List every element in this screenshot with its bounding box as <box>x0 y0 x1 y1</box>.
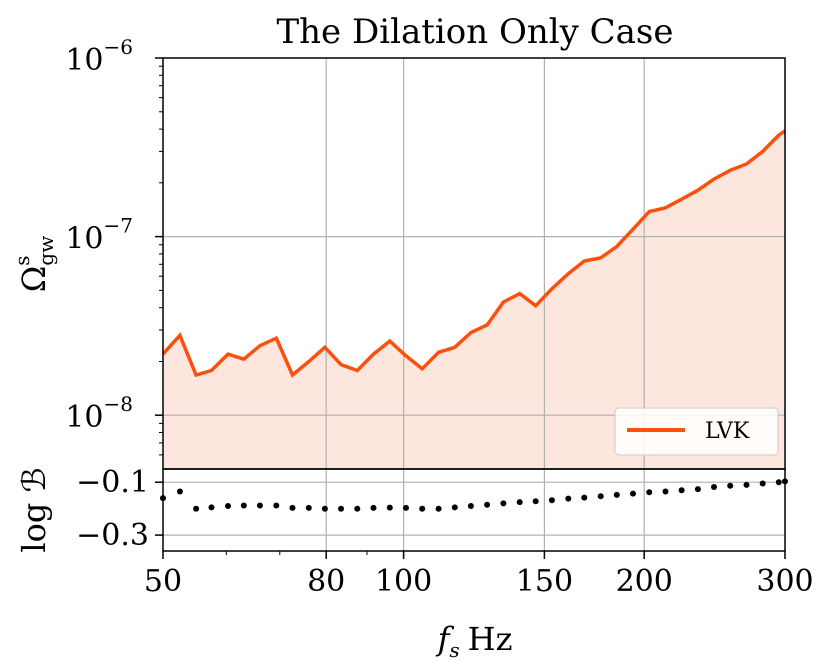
log-bayes-point <box>273 502 280 509</box>
log-bayes-point <box>581 494 588 501</box>
ylabel-base: Ω <box>15 266 53 293</box>
log-bayes-point <box>646 489 653 496</box>
y-tick-base: 10 <box>65 400 103 435</box>
xlabel-unit: Hz <box>468 620 513 658</box>
x-tick-label: 150 <box>516 564 573 599</box>
upper-y-axis-label: Ωgws <box>10 236 58 292</box>
log-bayes-point <box>419 505 426 512</box>
log-bayes-point <box>548 497 555 504</box>
chart-title: The Dilation Only Case <box>276 12 673 52</box>
log-bayes-point <box>532 498 539 505</box>
x-tick-label: 50 <box>144 564 182 599</box>
lower-panel-frame <box>162 468 786 552</box>
log-bayes-point <box>759 480 766 487</box>
log-bayes-point <box>743 481 750 488</box>
log-bayes-point <box>711 484 717 490</box>
log-bayes-point <box>176 488 183 495</box>
log-bayes-point <box>435 505 442 512</box>
x-axis-label: fs Hz <box>436 620 513 662</box>
x-tick-label: 200 <box>616 564 673 599</box>
lower-y-axis-label: log ℬ <box>15 467 53 552</box>
log-bayes-point <box>613 491 620 498</box>
y-tick-base: 10 <box>65 222 103 257</box>
legend: LVK <box>614 407 779 456</box>
lvk-line <box>161 129 786 378</box>
y-tick-base: 10 <box>65 43 103 78</box>
ylabel-sup: s <box>10 256 34 266</box>
log-bayes-point <box>193 505 200 512</box>
lvk-area <box>163 131 785 469</box>
legend-label-lvk: LVK <box>705 419 750 444</box>
x-tick-label: 100 <box>375 564 432 599</box>
upper-panel: 10−610−710−8 LVK Ωgws <box>10 35 786 470</box>
log-bayes-point <box>500 500 507 507</box>
log-bayes-point <box>451 504 458 511</box>
svg-text:log ℬ: log ℬ <box>15 467 53 552</box>
x-tick-label: 80 <box>307 564 345 599</box>
log-bayes-point <box>208 504 215 511</box>
log-bayes-point <box>467 503 474 509</box>
log-bayes-point <box>370 504 377 511</box>
y-tick-exponent: −7 <box>104 214 133 238</box>
log-bayes-point <box>597 493 604 500</box>
log-bayes-point <box>678 487 685 494</box>
log-bayes-point <box>484 501 491 508</box>
y-tick-label: 10−6 <box>65 35 133 78</box>
log-bayes-point <box>630 490 636 497</box>
log-bayes-point <box>354 505 361 512</box>
y-tick-label: 10−7 <box>65 214 133 257</box>
y-tick-label: 10−8 <box>65 392 133 435</box>
log-bayes-point <box>662 488 669 495</box>
log-bayes-point <box>225 503 231 509</box>
log-bayes-point <box>516 499 523 506</box>
log-bayes-point <box>305 504 312 511</box>
log-bayes-point <box>256 502 263 509</box>
xlabel-sub: s <box>449 638 459 662</box>
lower-panel: −0.1 −0.3 50 80 100 150 200 300 log ℬ <box>15 465 814 599</box>
log-bayes-point <box>240 502 247 509</box>
log-bayes-point <box>386 504 393 511</box>
log-bayes-point <box>727 482 734 489</box>
log-bayes-point <box>321 505 328 512</box>
legend-box <box>614 407 779 456</box>
log-bayes-point <box>403 504 409 511</box>
x-tick-label: 300 <box>756 564 813 599</box>
y-tick-label: −0.1 <box>76 465 149 500</box>
log-bayes-point <box>565 495 572 502</box>
log-bayes-point <box>338 505 344 512</box>
ylabel-sub: gw <box>34 236 58 266</box>
y-tick-exponent: −6 <box>104 35 133 59</box>
log-bayes-point <box>289 504 296 511</box>
log-bayes-point <box>694 486 701 493</box>
y-tick-label: −0.3 <box>76 518 149 553</box>
log-bayes-point <box>775 479 782 486</box>
svg-text:Ωgws: Ωgws <box>10 236 58 292</box>
y-tick-exponent: −8 <box>104 392 133 416</box>
